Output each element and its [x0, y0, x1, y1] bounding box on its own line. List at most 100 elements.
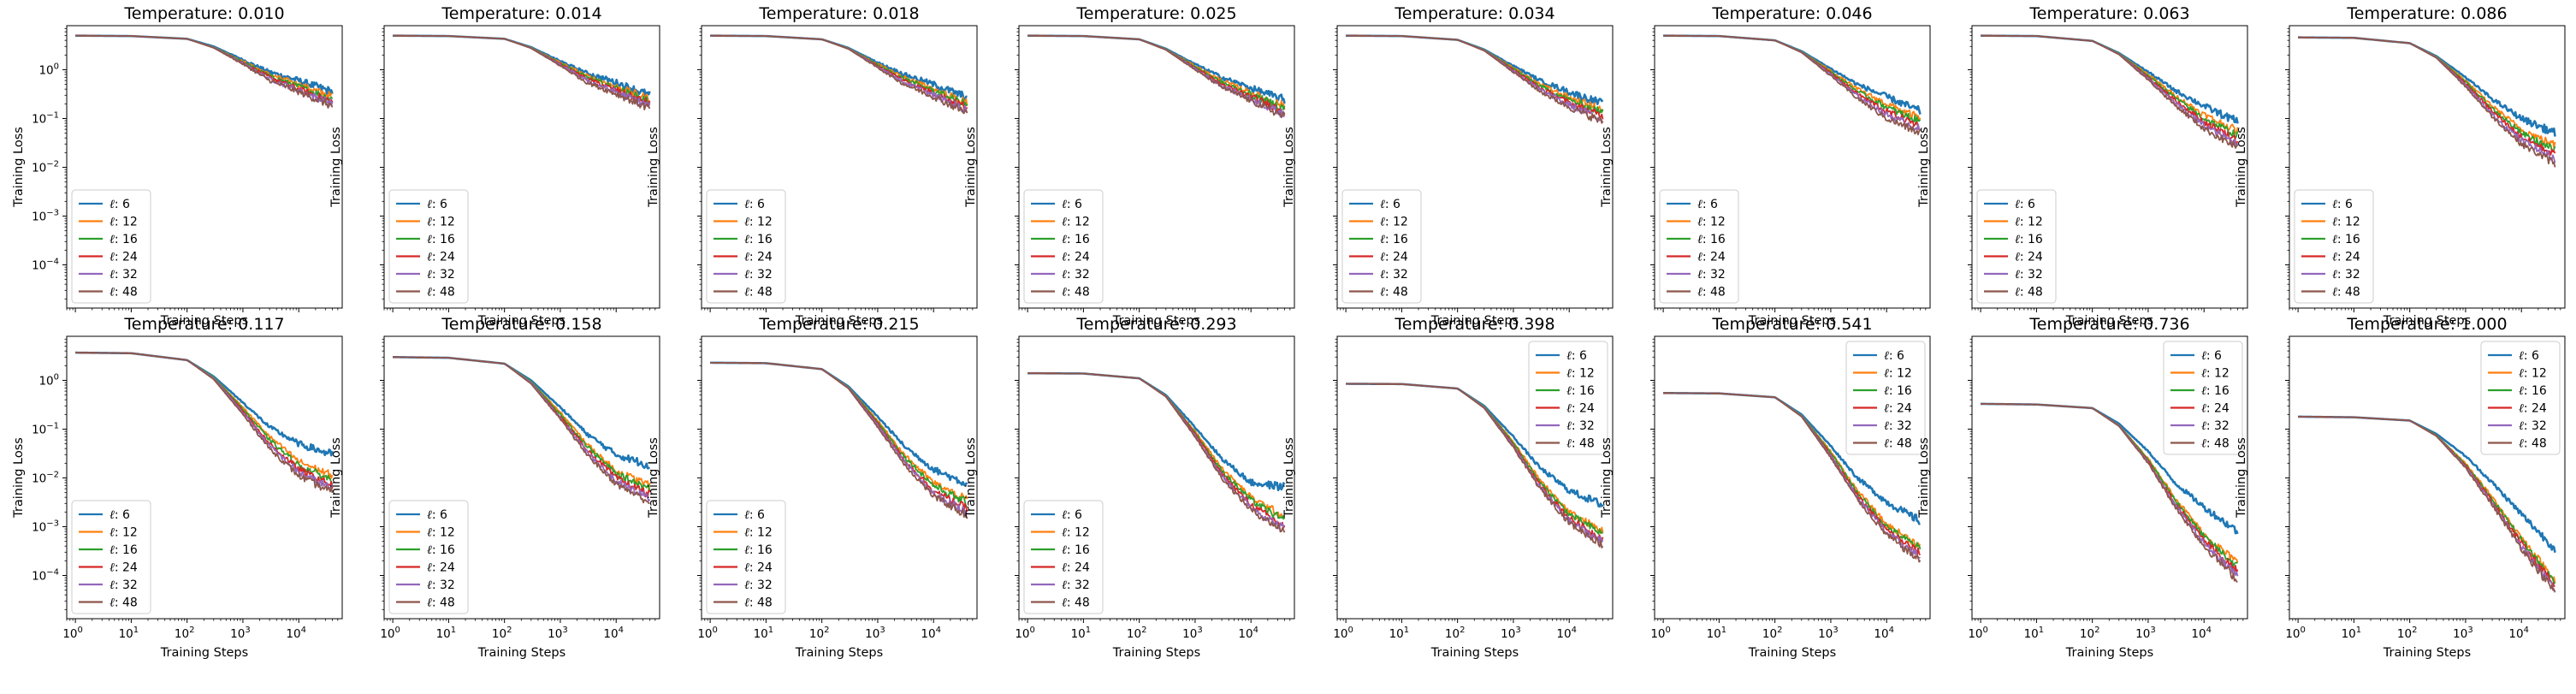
subplot-title: Temperature: 0.293 [1075, 315, 1236, 334]
x-tick-label: 102 [175, 626, 195, 641]
series-line-l48 [1981, 34, 2239, 149]
x-tick-label: 102 [1762, 626, 1783, 641]
x-tick-label: 103 [548, 626, 568, 641]
legend-label: ℓ: 16 [1062, 233, 1090, 246]
subplot-7: Temperature: 0.063 Training Loss Training … [1917, 4, 2248, 328]
y-tick-label: 10−3 [32, 208, 59, 223]
legend-label: ℓ: 32 [1380, 268, 1408, 282]
axes-frame [383, 335, 660, 620]
legend-label: ℓ: 16 [744, 543, 773, 557]
axes-frame [66, 335, 343, 620]
axes-frame [383, 25, 660, 309]
legend: ℓ: 6 ℓ: 12 ℓ: 16 ℓ: 24 ℓ: 32 ℓ: 48 [1341, 189, 1422, 304]
axes-frame [701, 25, 978, 309]
x-tick-label: 100 [1015, 626, 1035, 641]
x-tick-label: 104 [1238, 626, 1258, 641]
series-line-l6 [393, 355, 650, 470]
y-tick-label: 10−4 [32, 567, 59, 583]
legend: ℓ: 6 ℓ: 12 ℓ: 16 ℓ: 24 ℓ: 32 ℓ: 48 [1023, 189, 1104, 304]
legend-label: ℓ: 24 [110, 561, 138, 575]
legend: ℓ: 6 ℓ: 12 ℓ: 16 ℓ: 24 ℓ: 32 ℓ: 48 [1976, 189, 2057, 304]
legend-label: ℓ: 24 [1884, 402, 1912, 416]
legend: ℓ: 6 ℓ: 12 ℓ: 16 ℓ: 24 ℓ: 32 ℓ: 48 [388, 189, 469, 304]
legend-label: ℓ: 32 [427, 268, 455, 282]
legend-label: ℓ: 24 [2332, 251, 2360, 264]
legend-label: ℓ: 12 [1062, 526, 1090, 540]
y-axis-label: Training Loss [2235, 437, 2248, 519]
series-group [2298, 36, 2556, 168]
axes-frame [1654, 335, 1931, 620]
legend-label: ℓ: 48 [110, 286, 138, 300]
series-line-l12 [1027, 372, 1285, 519]
axes-frame [1336, 335, 1614, 620]
axes-frame [1971, 25, 2248, 309]
legend-label: ℓ: 48 [427, 286, 455, 300]
legend: ℓ: 6 ℓ: 12 ℓ: 16 ℓ: 24 ℓ: 32 ℓ: 48 [706, 189, 786, 304]
legend-label: ℓ: 12 [110, 526, 138, 540]
legend-label: ℓ: 32 [110, 578, 138, 592]
legend-label: ℓ: 24 [1062, 561, 1090, 575]
series-line-l48 [393, 34, 651, 110]
axes-frame [1971, 335, 2248, 620]
x-axis-label: Training Steps [2065, 314, 2153, 328]
y-tick-label: 10−1 [32, 421, 59, 436]
series-group [710, 361, 968, 519]
x-tick-label: 104 [603, 626, 624, 641]
x-tick-label: 103 [865, 626, 885, 641]
series-line-l48 [1346, 383, 1604, 549]
legend-label: ℓ: 6 [2201, 349, 2222, 363]
legend-label: ℓ: 16 [1062, 543, 1090, 557]
legend-label: ℓ: 48 [744, 596, 773, 610]
series-line-l48 [2298, 416, 2556, 592]
legend-label: ℓ: 48 [1062, 286, 1090, 300]
legend-label: ℓ: 12 [1566, 367, 1595, 381]
y-axis-label: Training Loss [1282, 437, 1296, 519]
y-tick-label: 100 [38, 62, 59, 77]
legend-label: ℓ: 24 [744, 251, 773, 264]
series-group [393, 34, 651, 110]
legend-label: ℓ: 32 [1566, 419, 1595, 433]
legend-label: ℓ: 24 [427, 561, 455, 575]
legend-label: ℓ: 16 [427, 543, 455, 557]
x-tick-label: 100 [1333, 626, 1353, 641]
series-line-l48 [75, 34, 334, 109]
y-axis-label: Training Loss [647, 127, 660, 208]
series-group [2298, 415, 2556, 593]
series-line-l48 [1663, 392, 1922, 563]
x-tick-label: 102 [2397, 626, 2418, 641]
axes-frame [701, 335, 978, 620]
legend-label: ℓ: 6 [1380, 198, 1401, 211]
legend: ℓ: 6 ℓ: 12 ℓ: 16 ℓ: 24 ℓ: 32 ℓ: 48 [388, 500, 469, 614]
legend-label: ℓ: 6 [2519, 349, 2539, 363]
series-group [1027, 34, 1286, 119]
x-axis-label: Training Steps [477, 646, 566, 660]
series-group [75, 34, 334, 109]
series-line-l48 [1346, 34, 1604, 124]
legend-label: ℓ: 12 [2201, 367, 2230, 381]
x-tick-label: 101 [2024, 626, 2045, 641]
legend-label: ℓ: 12 [427, 526, 455, 540]
legend-label: ℓ: 32 [2519, 419, 2547, 433]
legend-label: ℓ: 24 [2519, 402, 2547, 416]
x-tick-label: 101 [119, 626, 139, 641]
axes-frame [1018, 335, 1295, 620]
legend-label: ℓ: 12 [1380, 216, 1408, 229]
legend-label: ℓ: 48 [744, 286, 773, 300]
x-axis-label: Training Steps [477, 314, 566, 328]
y-axis-label: Training Loss [2235, 127, 2248, 208]
series-group [393, 355, 651, 505]
x-tick-label: 103 [2453, 626, 2473, 641]
legend-label: ℓ: 12 [2519, 367, 2547, 381]
legend-label: ℓ: 16 [2519, 384, 2547, 398]
legend: ℓ: 6 ℓ: 12 ℓ: 16 ℓ: 24 ℓ: 32 ℓ: 48 [71, 189, 151, 304]
series-line-l32 [710, 34, 968, 114]
series-line-l16 [393, 34, 650, 106]
series-group [1346, 383, 1604, 549]
series-line-l24 [75, 34, 334, 105]
x-axis-label: Training Steps [2065, 646, 2153, 660]
subplot-title: Temperature: 0.215 [758, 315, 919, 334]
legend-label: ℓ: 48 [1884, 437, 1912, 451]
axes-frame [1336, 25, 1614, 309]
axes-frame [1018, 25, 1295, 309]
legend-label: ℓ: 6 [744, 198, 765, 211]
